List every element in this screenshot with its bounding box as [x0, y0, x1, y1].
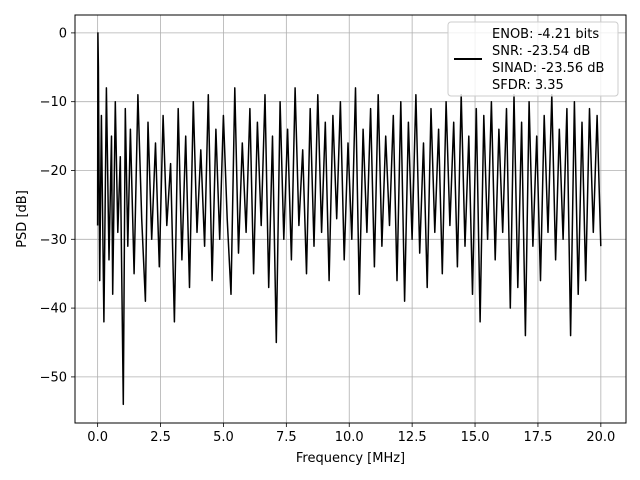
legend-enob: ENOB: -4.21 bits — [492, 27, 599, 42]
y-axis-label: PSD [dB] — [15, 190, 30, 248]
x-tick-label: 12.5 — [398, 430, 427, 445]
y-axis-ticks: 0 −10 −20 −30 −40 −50 — [40, 26, 75, 385]
x-tick-label: 2.5 — [150, 430, 171, 445]
y-tick-label: −40 — [40, 302, 67, 317]
x-tick-label: 5.0 — [213, 430, 234, 445]
x-tick-label: 20.0 — [586, 430, 615, 445]
legend-sinad: SINAD: -23.56 dB — [492, 61, 604, 76]
plot-area — [96, 32, 602, 406]
legend-sfdr: SFDR: 3.35 — [492, 78, 564, 93]
x-axis-label: Frequency [MHz] — [296, 451, 405, 466]
legend: ENOB: -4.21 bits SNR: -23.54 dB SINAD: -… — [447, 21, 619, 97]
axes-frame — [74, 14, 627, 424]
x-tick-label: 0.0 — [87, 430, 108, 445]
psd-series-line — [96, 32, 602, 406]
x-tick-label: 10.0 — [335, 430, 364, 445]
y-tick-label: −30 — [40, 233, 67, 248]
x-axis-ticks: 0.0 2.5 5.0 7.5 10.0 12.5 15.0 17.5 20.0 — [87, 423, 615, 445]
legend-snr: SNR: -23.54 dB — [492, 44, 590, 59]
y-tick-label: −50 — [40, 370, 67, 385]
x-tick-label: 15.0 — [461, 430, 490, 445]
x-tick-label: 7.5 — [276, 430, 297, 445]
legend-box — [447, 21, 619, 97]
x-tick-label: 17.5 — [523, 430, 552, 445]
y-tick-label: 0 — [59, 26, 67, 41]
y-tick-label: −10 — [40, 95, 67, 110]
y-tick-label: −20 — [40, 164, 67, 179]
